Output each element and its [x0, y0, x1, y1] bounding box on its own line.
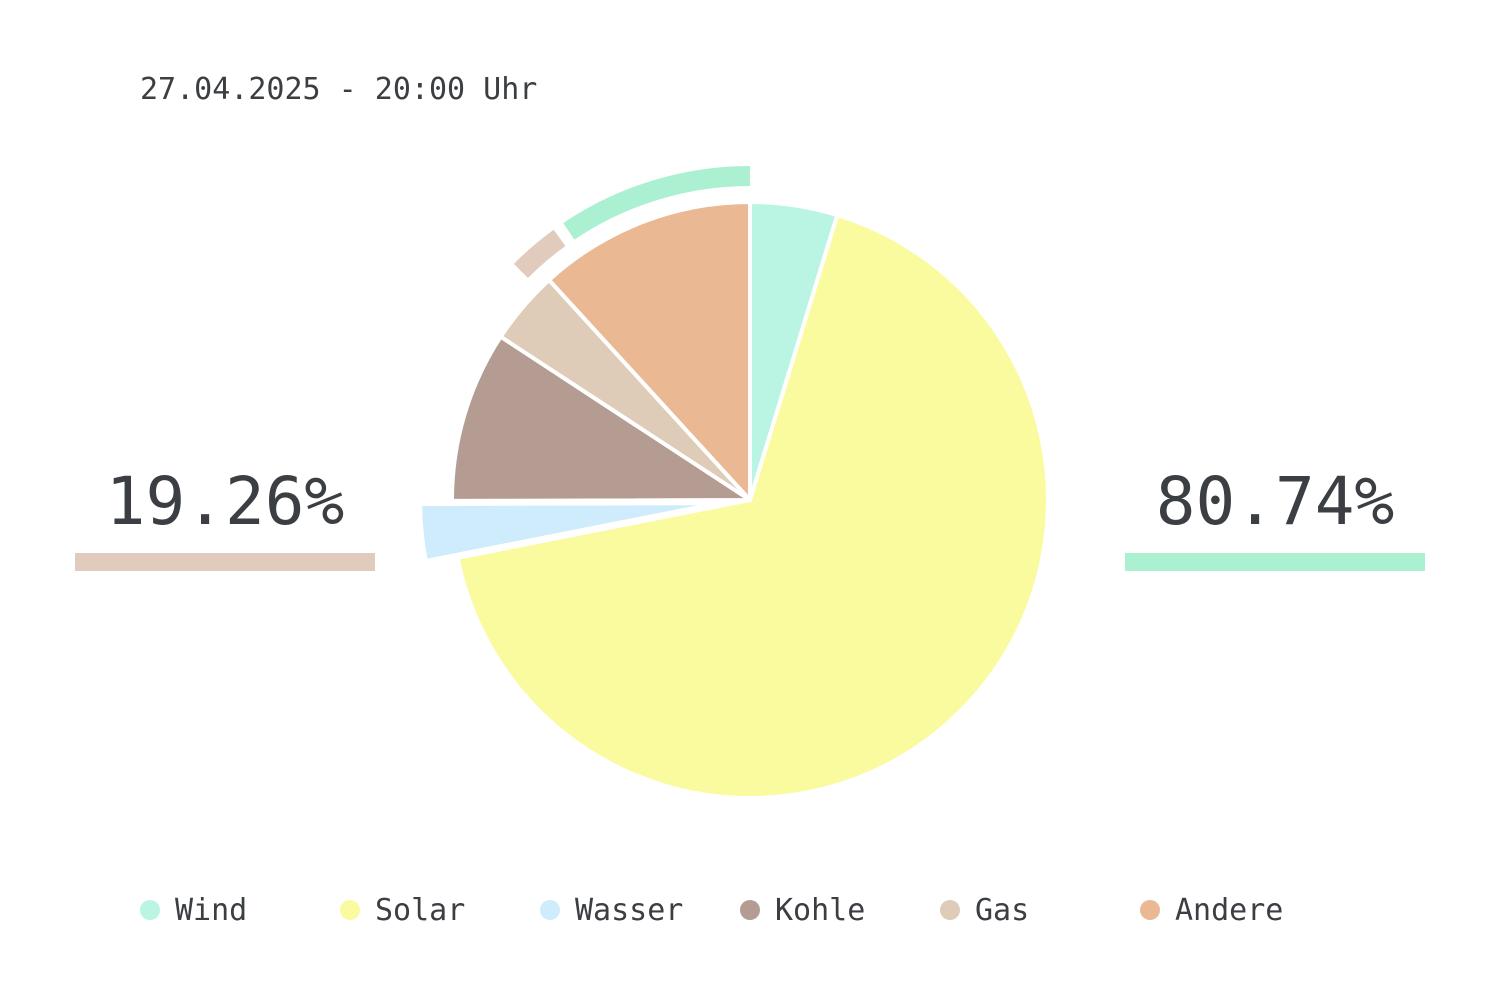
legend-item-wind: Wind [140, 888, 247, 932]
legend-swatch-andere [1140, 900, 1160, 920]
renewable-indicator-bar [1125, 553, 1425, 571]
legend-swatch-solar [340, 900, 360, 920]
legend-swatch-kohle [740, 900, 760, 920]
fossil-indicator-bar [75, 553, 375, 571]
legend-item-solar: Solar [340, 888, 465, 932]
outer-ring-fossil [513, 229, 566, 279]
legend-label-solar: Solar [375, 892, 466, 928]
fossil-percentage: 19.26% [105, 463, 345, 540]
legend-item-andere: Andere [1140, 888, 1283, 932]
outer-ring-renewable [563, 166, 751, 240]
pie-slice-wasser [418, 501, 721, 563]
legend-label-wind: Wind [175, 892, 248, 928]
legend-item-kohle: Kohle [740, 888, 865, 932]
legend-label-andere: Andere [1175, 892, 1284, 928]
pie-slice-kohle [450, 334, 752, 503]
renewable-percentage: 80.74% [1155, 463, 1395, 540]
pie-slice-solar [455, 213, 1050, 800]
chart-timestamp: 27.04.2025 - 20:00 Uhr [140, 72, 538, 107]
legend-label-kohle: Kohle [775, 892, 866, 928]
pie-slice-andere [547, 200, 752, 502]
legend-swatch-wind [140, 900, 160, 920]
legend-swatch-gas [940, 900, 960, 920]
legend-label-gas: Gas [975, 892, 1030, 928]
legend-swatch-wasser [540, 900, 560, 920]
legend-item-wasser: Wasser [540, 888, 683, 932]
legend-label-wasser: Wasser [575, 892, 684, 928]
legend-item-gas: Gas [940, 888, 1029, 932]
